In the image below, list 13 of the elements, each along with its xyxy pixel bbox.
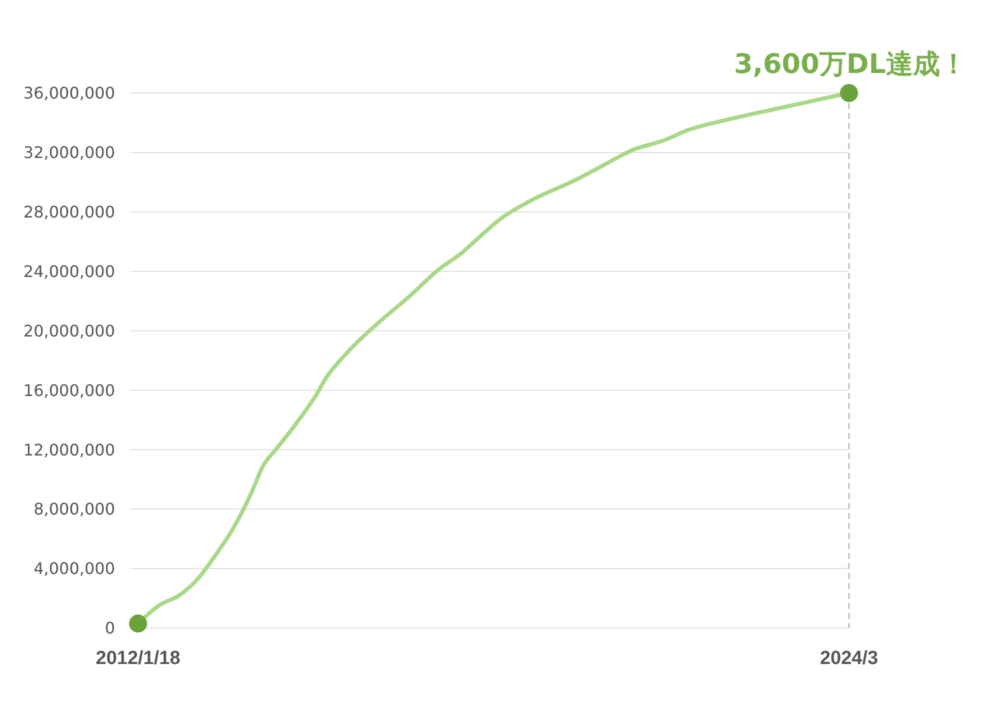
y-tick-label: 8,000,000 (34, 500, 115, 519)
x-tick-label: 2012/1/18 (96, 648, 180, 669)
y-tick-label: 28,000,000 (23, 202, 115, 222)
y-tick-label: 24,000,000 (23, 262, 115, 281)
y-tick-label: 20,000,000 (23, 321, 115, 340)
x-tick-label: 2024/3 (820, 648, 878, 669)
annotation: 3,600万DL達成！ (734, 49, 967, 80)
y-tick-label: 4,000,000 (34, 559, 115, 578)
y-tick-label: 0 (104, 618, 115, 638)
y-tick-label: 36,000,000 (23, 84, 115, 103)
y-tick-label: 32,000,000 (23, 143, 115, 162)
y-tick-label: 12,000,000 (23, 440, 115, 460)
y-tick-label: 16,000,000 (23, 380, 115, 400)
